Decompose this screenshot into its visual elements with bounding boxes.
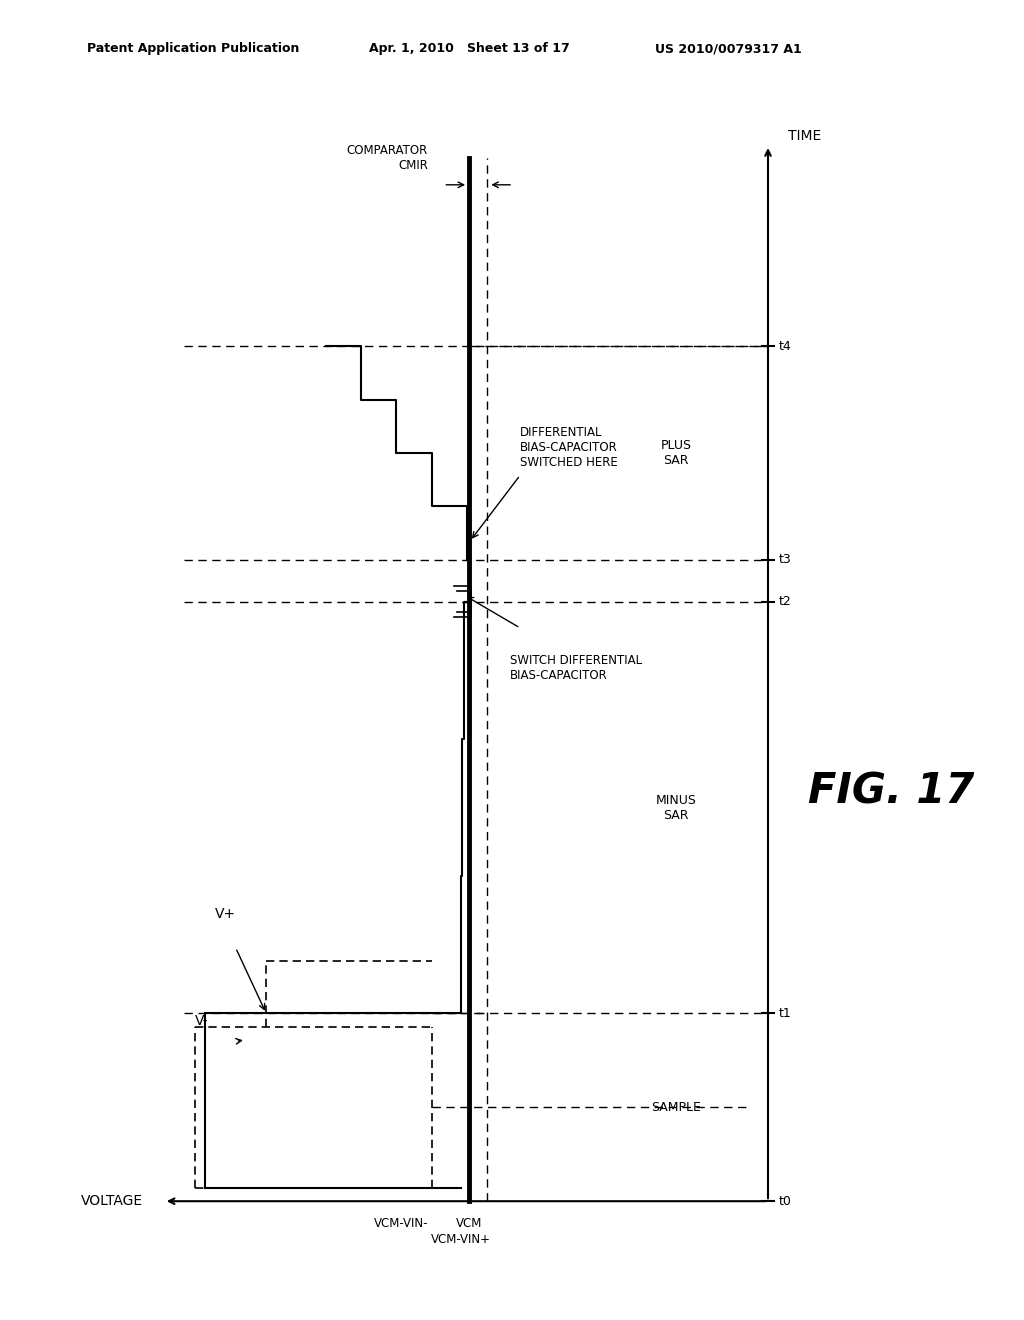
Text: MINUS
SAR: MINUS SAR <box>655 793 696 821</box>
Text: DIFFERENTIAL
BIAS-CAPACITOR
SWITCHED HERE: DIFFERENTIAL BIAS-CAPACITOR SWITCHED HER… <box>520 425 617 469</box>
Text: FIG. 17: FIG. 17 <box>808 771 974 813</box>
Text: t1: t1 <box>778 1007 791 1020</box>
Text: t2: t2 <box>778 595 791 609</box>
Text: PLUS
SAR: PLUS SAR <box>660 440 691 467</box>
Text: SAMPLE: SAMPLE <box>651 1101 700 1114</box>
Text: VCM: VCM <box>456 1217 482 1230</box>
Text: V+: V+ <box>215 907 237 921</box>
Text: VCM-VIN+: VCM-VIN+ <box>431 1233 490 1246</box>
Text: US 2010/0079317 A1: US 2010/0079317 A1 <box>655 42 802 55</box>
Text: t3: t3 <box>778 553 791 566</box>
Text: VOLTAGE: VOLTAGE <box>81 1195 143 1208</box>
Text: V-: V- <box>195 1014 208 1028</box>
Text: COMPARATOR
CMIR: COMPARATOR CMIR <box>347 144 428 172</box>
Text: Apr. 1, 2010   Sheet 13 of 17: Apr. 1, 2010 Sheet 13 of 17 <box>369 42 569 55</box>
Text: TIME: TIME <box>788 128 821 143</box>
Text: SWITCH DIFFERENTIAL
BIAS-CAPACITOR: SWITCH DIFFERENTIAL BIAS-CAPACITOR <box>510 655 642 682</box>
Text: VCM-VIN-: VCM-VIN- <box>374 1217 429 1230</box>
Text: Patent Application Publication: Patent Application Publication <box>87 42 299 55</box>
Text: t4: t4 <box>778 339 791 352</box>
Text: t0: t0 <box>778 1195 792 1208</box>
